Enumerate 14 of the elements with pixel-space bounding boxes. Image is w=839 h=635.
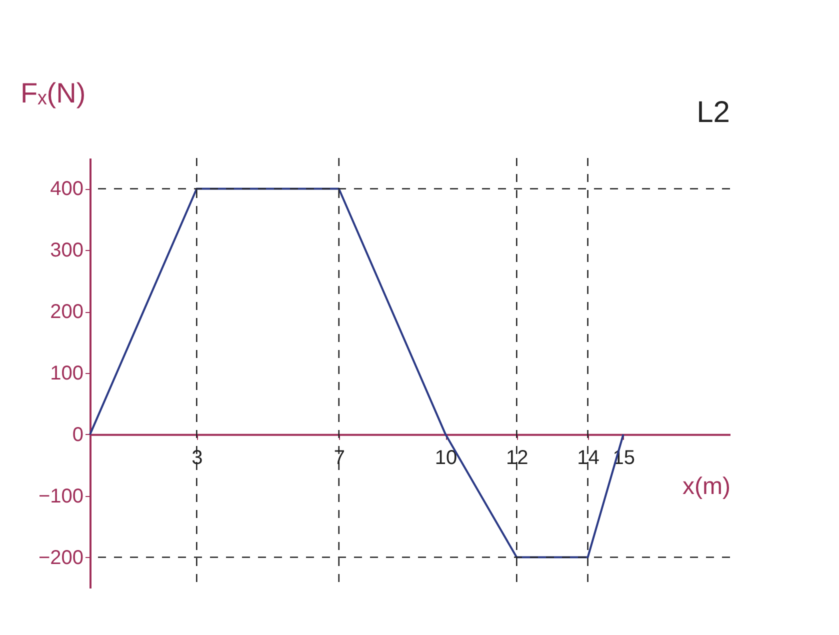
y-tick-label: 300 bbox=[50, 240, 84, 262]
y-tick-label: −100 bbox=[38, 485, 84, 508]
y-tick-label: −200 bbox=[38, 546, 84, 569]
x-tick-label: 14 bbox=[577, 446, 600, 469]
y-axis-title: Fₓ(N) bbox=[20, 78, 86, 108]
x-tick-label: 12 bbox=[506, 446, 528, 469]
y-tick-label: 100 bbox=[50, 362, 84, 384]
y-tick-label: 0 bbox=[72, 424, 84, 446]
x-axis-title: x(m) bbox=[682, 472, 730, 500]
text: L2 bbox=[696, 96, 730, 129]
x-tick-label: 3 bbox=[192, 446, 203, 469]
y-tick-label: 400 bbox=[50, 178, 84, 200]
y-tick-label: 200 bbox=[50, 301, 84, 324]
x-tick-label: 10 bbox=[434, 446, 458, 469]
